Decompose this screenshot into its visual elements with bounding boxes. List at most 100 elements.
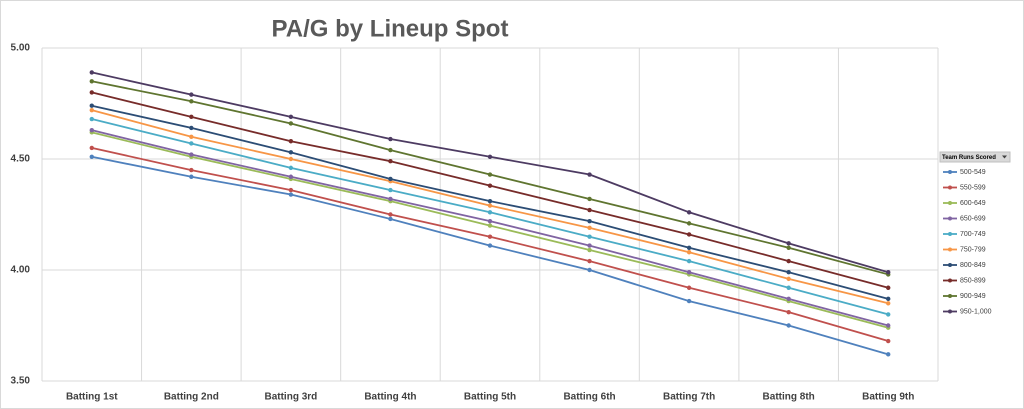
- data-point: [786, 323, 791, 328]
- data-point: [886, 285, 891, 290]
- data-point: [487, 218, 493, 224]
- data-point: [388, 216, 393, 222]
- data-point: [189, 134, 194, 139]
- data-point: [189, 141, 194, 146]
- data-point: [786, 241, 791, 246]
- data-point: [388, 212, 393, 217]
- data-point: [189, 167, 194, 173]
- y-tick-label: 4.00: [11, 265, 31, 276]
- x-tick-label: Batting 4th: [364, 392, 416, 403]
- data-point: [686, 232, 692, 237]
- data-point: [886, 323, 891, 328]
- data-point: [587, 243, 592, 248]
- data-point: [587, 247, 592, 253]
- data-point: [587, 172, 592, 177]
- data-point: [189, 99, 194, 104]
- data-point: [89, 127, 94, 133]
- data-point: [886, 296, 891, 302]
- chart-title: PA/G by Lineup Spot: [272, 15, 509, 42]
- legend-marker: [948, 247, 952, 252]
- legend-label: 700-749: [960, 231, 986, 238]
- data-point: [89, 145, 94, 151]
- data-point: [89, 103, 94, 108]
- y-tick-label: 4.50: [11, 154, 31, 165]
- legend-marker: [948, 216, 952, 221]
- data-point: [686, 245, 692, 250]
- x-tick-label: Batting 9th: [862, 392, 914, 403]
- data-point: [288, 192, 294, 197]
- x-tick-label: Batting 7th: [663, 392, 715, 403]
- data-point: [886, 352, 891, 357]
- data-point: [587, 207, 592, 213]
- data-point: [288, 114, 294, 120]
- legend-marker: [948, 294, 952, 298]
- data-point: [487, 210, 493, 215]
- data-point: [686, 298, 692, 304]
- legend-filter-button[interactable]: [1002, 155, 1007, 159]
- data-point: [686, 285, 692, 290]
- legend-label: 500-549: [960, 169, 986, 176]
- data-point: [886, 301, 891, 306]
- data-point: [886, 338, 891, 344]
- legend-label: 600-649: [960, 200, 986, 207]
- data-point: [587, 225, 592, 231]
- data-point: [288, 187, 294, 193]
- data-point: [89, 79, 94, 84]
- data-point: [487, 154, 493, 159]
- legend-label: 850-899: [960, 277, 986, 284]
- data-point: [686, 250, 692, 255]
- data-point: [587, 196, 592, 202]
- data-point: [487, 223, 493, 228]
- data-point: [587, 258, 592, 264]
- legend-label: 550-599: [960, 184, 986, 191]
- data-point: [189, 114, 194, 120]
- legend-label: 800-849: [960, 262, 986, 269]
- data-point: [388, 136, 393, 142]
- y-tick-label: 3.50: [11, 376, 31, 387]
- data-point: [288, 150, 294, 155]
- legend-marker: [948, 278, 952, 283]
- data-point: [388, 196, 393, 202]
- x-tick-label: Batting 2nd: [164, 392, 219, 403]
- data-point: [288, 174, 294, 179]
- data-point: [487, 183, 493, 188]
- data-point: [89, 90, 94, 95]
- data-point: [487, 243, 493, 248]
- data-point: [587, 234, 592, 239]
- x-tick-label: Batting 5th: [464, 392, 516, 403]
- legend-label: 750-799: [960, 246, 986, 253]
- data-point: [189, 174, 194, 179]
- data-point: [388, 159, 393, 164]
- data-point: [189, 92, 194, 97]
- data-point: [288, 156, 294, 162]
- data-point: [288, 121, 294, 126]
- data-point: [189, 152, 194, 157]
- data-point: [786, 270, 791, 275]
- data-point: [487, 234, 493, 239]
- x-tick-label: Batting 3rd: [264, 392, 317, 403]
- data-point: [487, 203, 493, 208]
- data-point: [487, 172, 493, 177]
- data-point: [786, 276, 791, 282]
- legend-label: 900-949: [960, 293, 986, 300]
- data-point: [89, 107, 94, 113]
- x-tick-label: Batting 6th: [563, 392, 615, 403]
- data-point: [686, 258, 692, 264]
- data-point: [786, 245, 791, 250]
- data-point: [587, 218, 592, 224]
- legend-label: 950-1,000: [960, 308, 992, 315]
- data-point: [786, 285, 791, 290]
- legend-label: 650-699: [960, 215, 986, 222]
- legend-marker: [948, 185, 952, 190]
- data-point: [388, 147, 393, 153]
- x-tick-label: Batting 1st: [66, 392, 118, 403]
- legend-title: Team Runs Scored: [942, 155, 996, 161]
- data-point: [388, 187, 393, 193]
- data-point: [686, 270, 692, 275]
- data-point: [288, 165, 294, 171]
- data-point: [886, 312, 891, 317]
- data-point: [89, 116, 94, 122]
